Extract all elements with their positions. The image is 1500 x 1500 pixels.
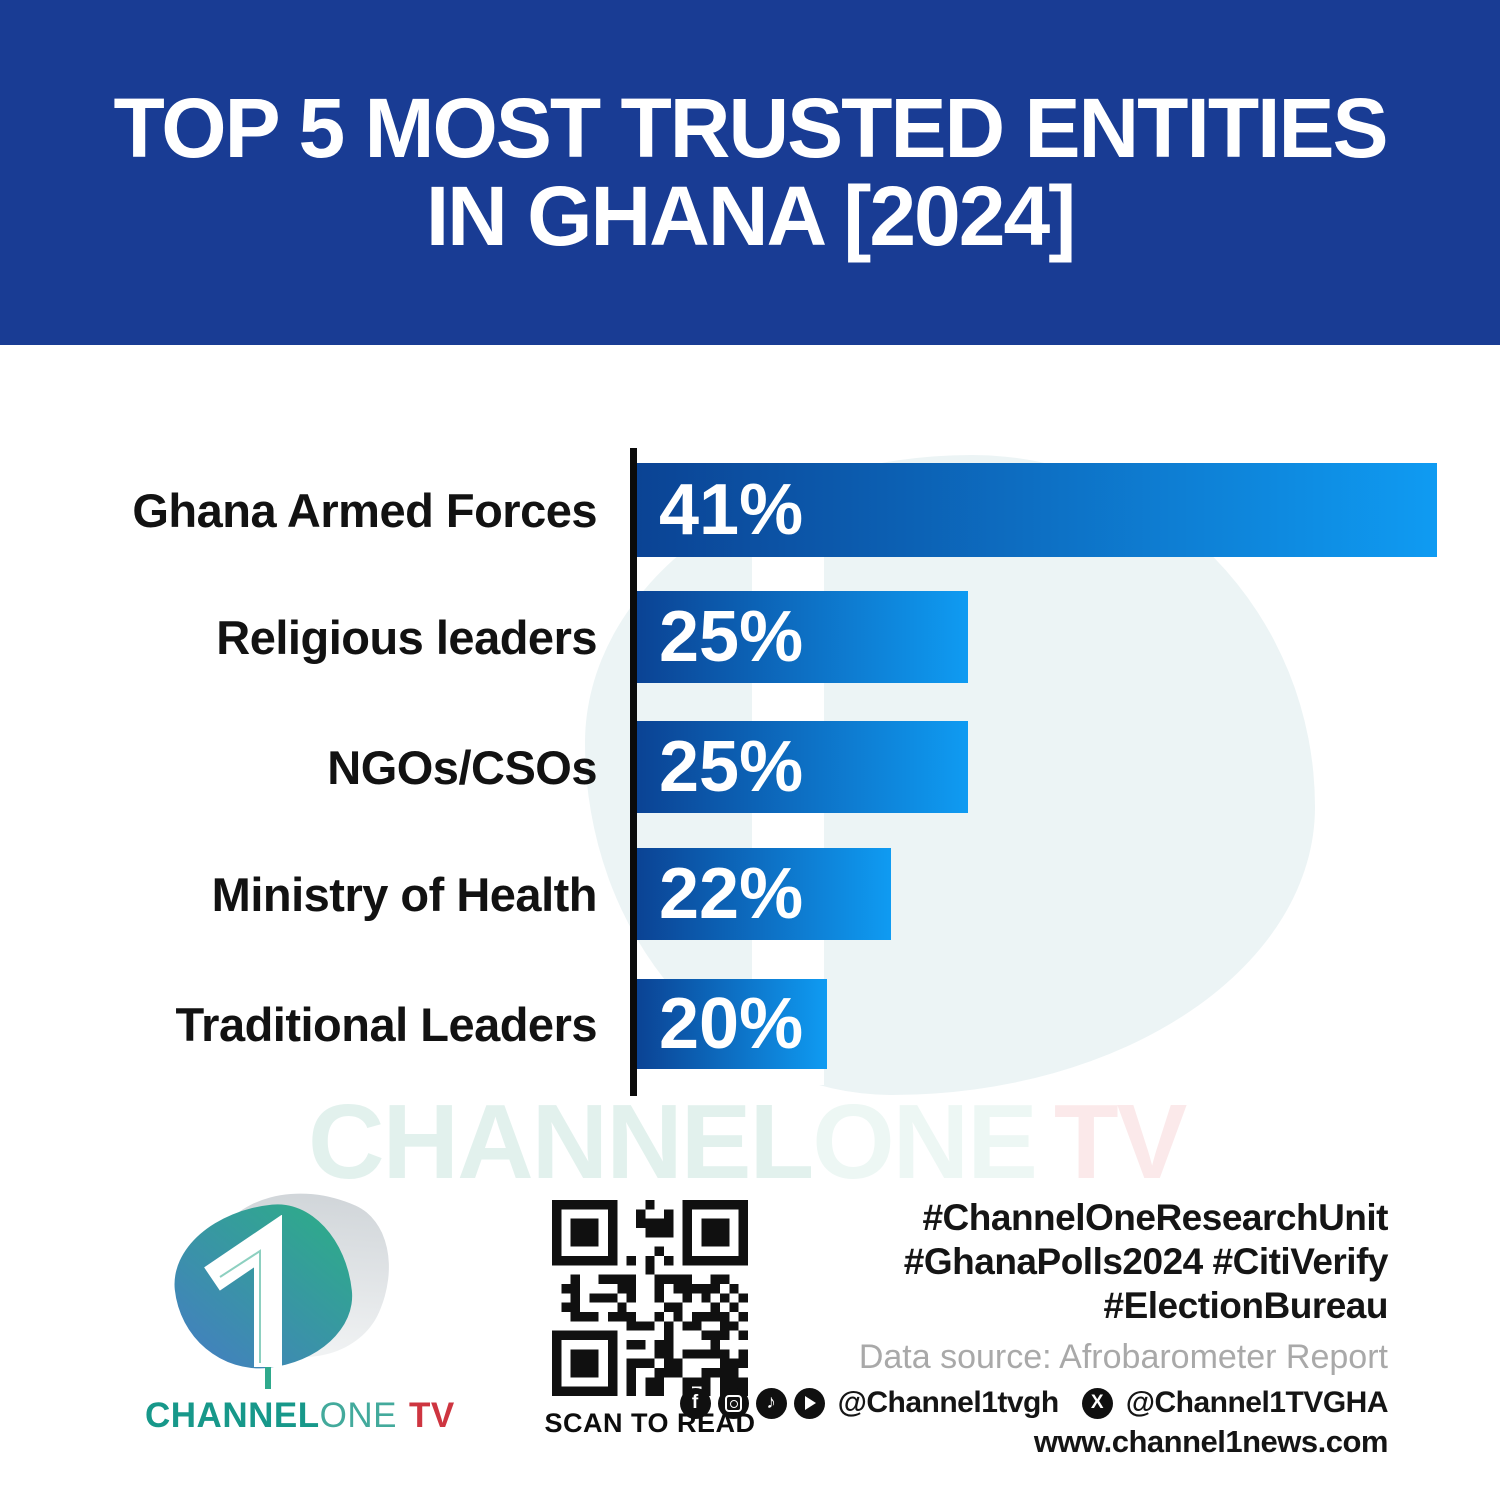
bar-5: 20% xyxy=(637,979,827,1069)
social-handle-x: @Channel1TVGHA xyxy=(1125,1386,1389,1419)
social-handle-main: @Channel1tvgh xyxy=(837,1386,1060,1419)
hashtag-line-3: #ElectionBureau xyxy=(1103,1285,1389,1326)
value-label: 25% xyxy=(659,597,804,677)
y-axis-line xyxy=(630,448,637,1096)
data-source-text: Data source: Afrobarometer Report xyxy=(858,1338,1388,1376)
watermark-channel: CHANNEL xyxy=(308,1083,814,1201)
category-label: NGOs/CSOs xyxy=(327,740,597,794)
qr-code xyxy=(552,1200,748,1396)
value-label: 41% xyxy=(659,470,804,550)
watermark-tv: TV xyxy=(1053,1083,1187,1201)
value-label: 25% xyxy=(659,727,804,807)
wordmark-one: ONE xyxy=(319,1396,397,1435)
category-label: Traditional Leaders xyxy=(175,997,598,1051)
website-url: www.channel1news.com xyxy=(1033,1424,1389,1459)
hashtag-line-2: #GhanaPolls2024 #CitiVerify xyxy=(903,1241,1389,1282)
watermark-text: CHANNELONE TV xyxy=(308,1082,1187,1203)
page-title-line1: TOP 5 MOST TRUSTED ENTITIES xyxy=(113,81,1388,176)
instagram-icon xyxy=(717,1387,749,1419)
hashtag-line-1: #ChannelOneResearchUnit xyxy=(922,1197,1388,1238)
page-title-line2: IN GHANA [2024] xyxy=(425,168,1076,263)
watermark-one: ONE xyxy=(812,1083,1038,1201)
logo-one-icon xyxy=(204,1215,282,1389)
wordmark-channel: CHANNEL xyxy=(145,1396,320,1435)
tiktok-icon: ♪ xyxy=(755,1387,787,1419)
category-label: Ghana Armed Forces xyxy=(132,483,597,537)
header-band: TOP 5 MOST TRUSTED ENTITIES IN GHANA [20… xyxy=(0,0,1500,345)
wordmark-tv: TV xyxy=(408,1396,455,1435)
value-label: 20% xyxy=(659,984,804,1064)
bar-1: 41% xyxy=(637,463,1437,557)
category-label: Religious leaders xyxy=(216,610,597,664)
category-label: Ministry of Health xyxy=(211,867,598,921)
facebook-icon: f xyxy=(679,1387,711,1419)
footer-right-column: #ChannelOneResearchUnit #GhanaPolls2024 … xyxy=(679,1196,1389,1460)
bar-2: 25% xyxy=(637,591,968,683)
social-row: f ♪ @Channel1tvgh X @Channel1TVGHA xyxy=(679,1386,1389,1420)
bar-4: 22% xyxy=(637,848,891,940)
value-label: 22% xyxy=(659,854,804,934)
youtube-icon xyxy=(793,1387,825,1419)
logo-wordmark: CHANNELONE TV xyxy=(145,1396,455,1436)
channel-one-logo: CHANNELONE TV xyxy=(130,1158,510,1490)
qr-caption: SCAN TO READ xyxy=(544,1408,756,1438)
bar-3: 25% xyxy=(637,721,968,813)
x-icon: X xyxy=(1081,1387,1113,1419)
